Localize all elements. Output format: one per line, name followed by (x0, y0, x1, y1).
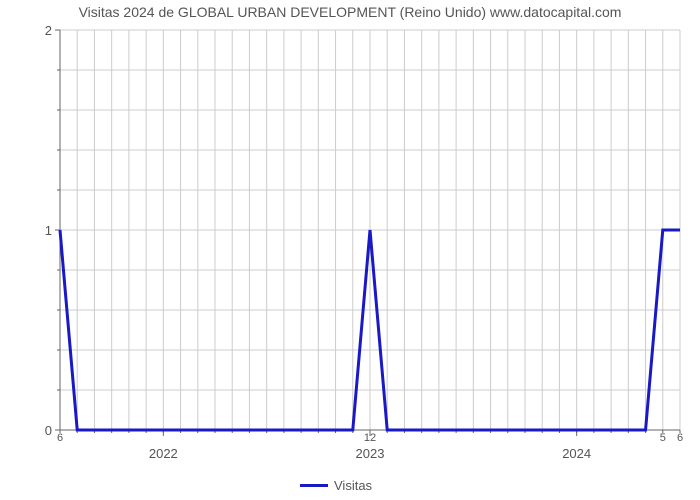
x-subtick-label: 6 (57, 432, 63, 444)
x-tick-label: 2022 (149, 446, 178, 461)
legend-swatch (300, 484, 328, 487)
chart-plot-area (60, 30, 680, 430)
x-subtick-label: 6 (677, 432, 683, 444)
y-tick-label: 0 (45, 423, 52, 438)
x-tick-label: 2023 (356, 446, 385, 461)
y-tick-label: 2 (45, 23, 52, 38)
x-tick-label: 2024 (562, 446, 591, 461)
x-subtick-label: 5 (660, 432, 666, 444)
legend-series-label: Visitas (334, 478, 372, 493)
legend: Visitas (300, 478, 372, 493)
chart-title: Visitas 2024 de GLOBAL URBAN DEVELOPMENT… (0, 4, 700, 20)
y-tick-label: 1 (45, 223, 52, 238)
x-subtick-label: 12 (364, 432, 376, 444)
